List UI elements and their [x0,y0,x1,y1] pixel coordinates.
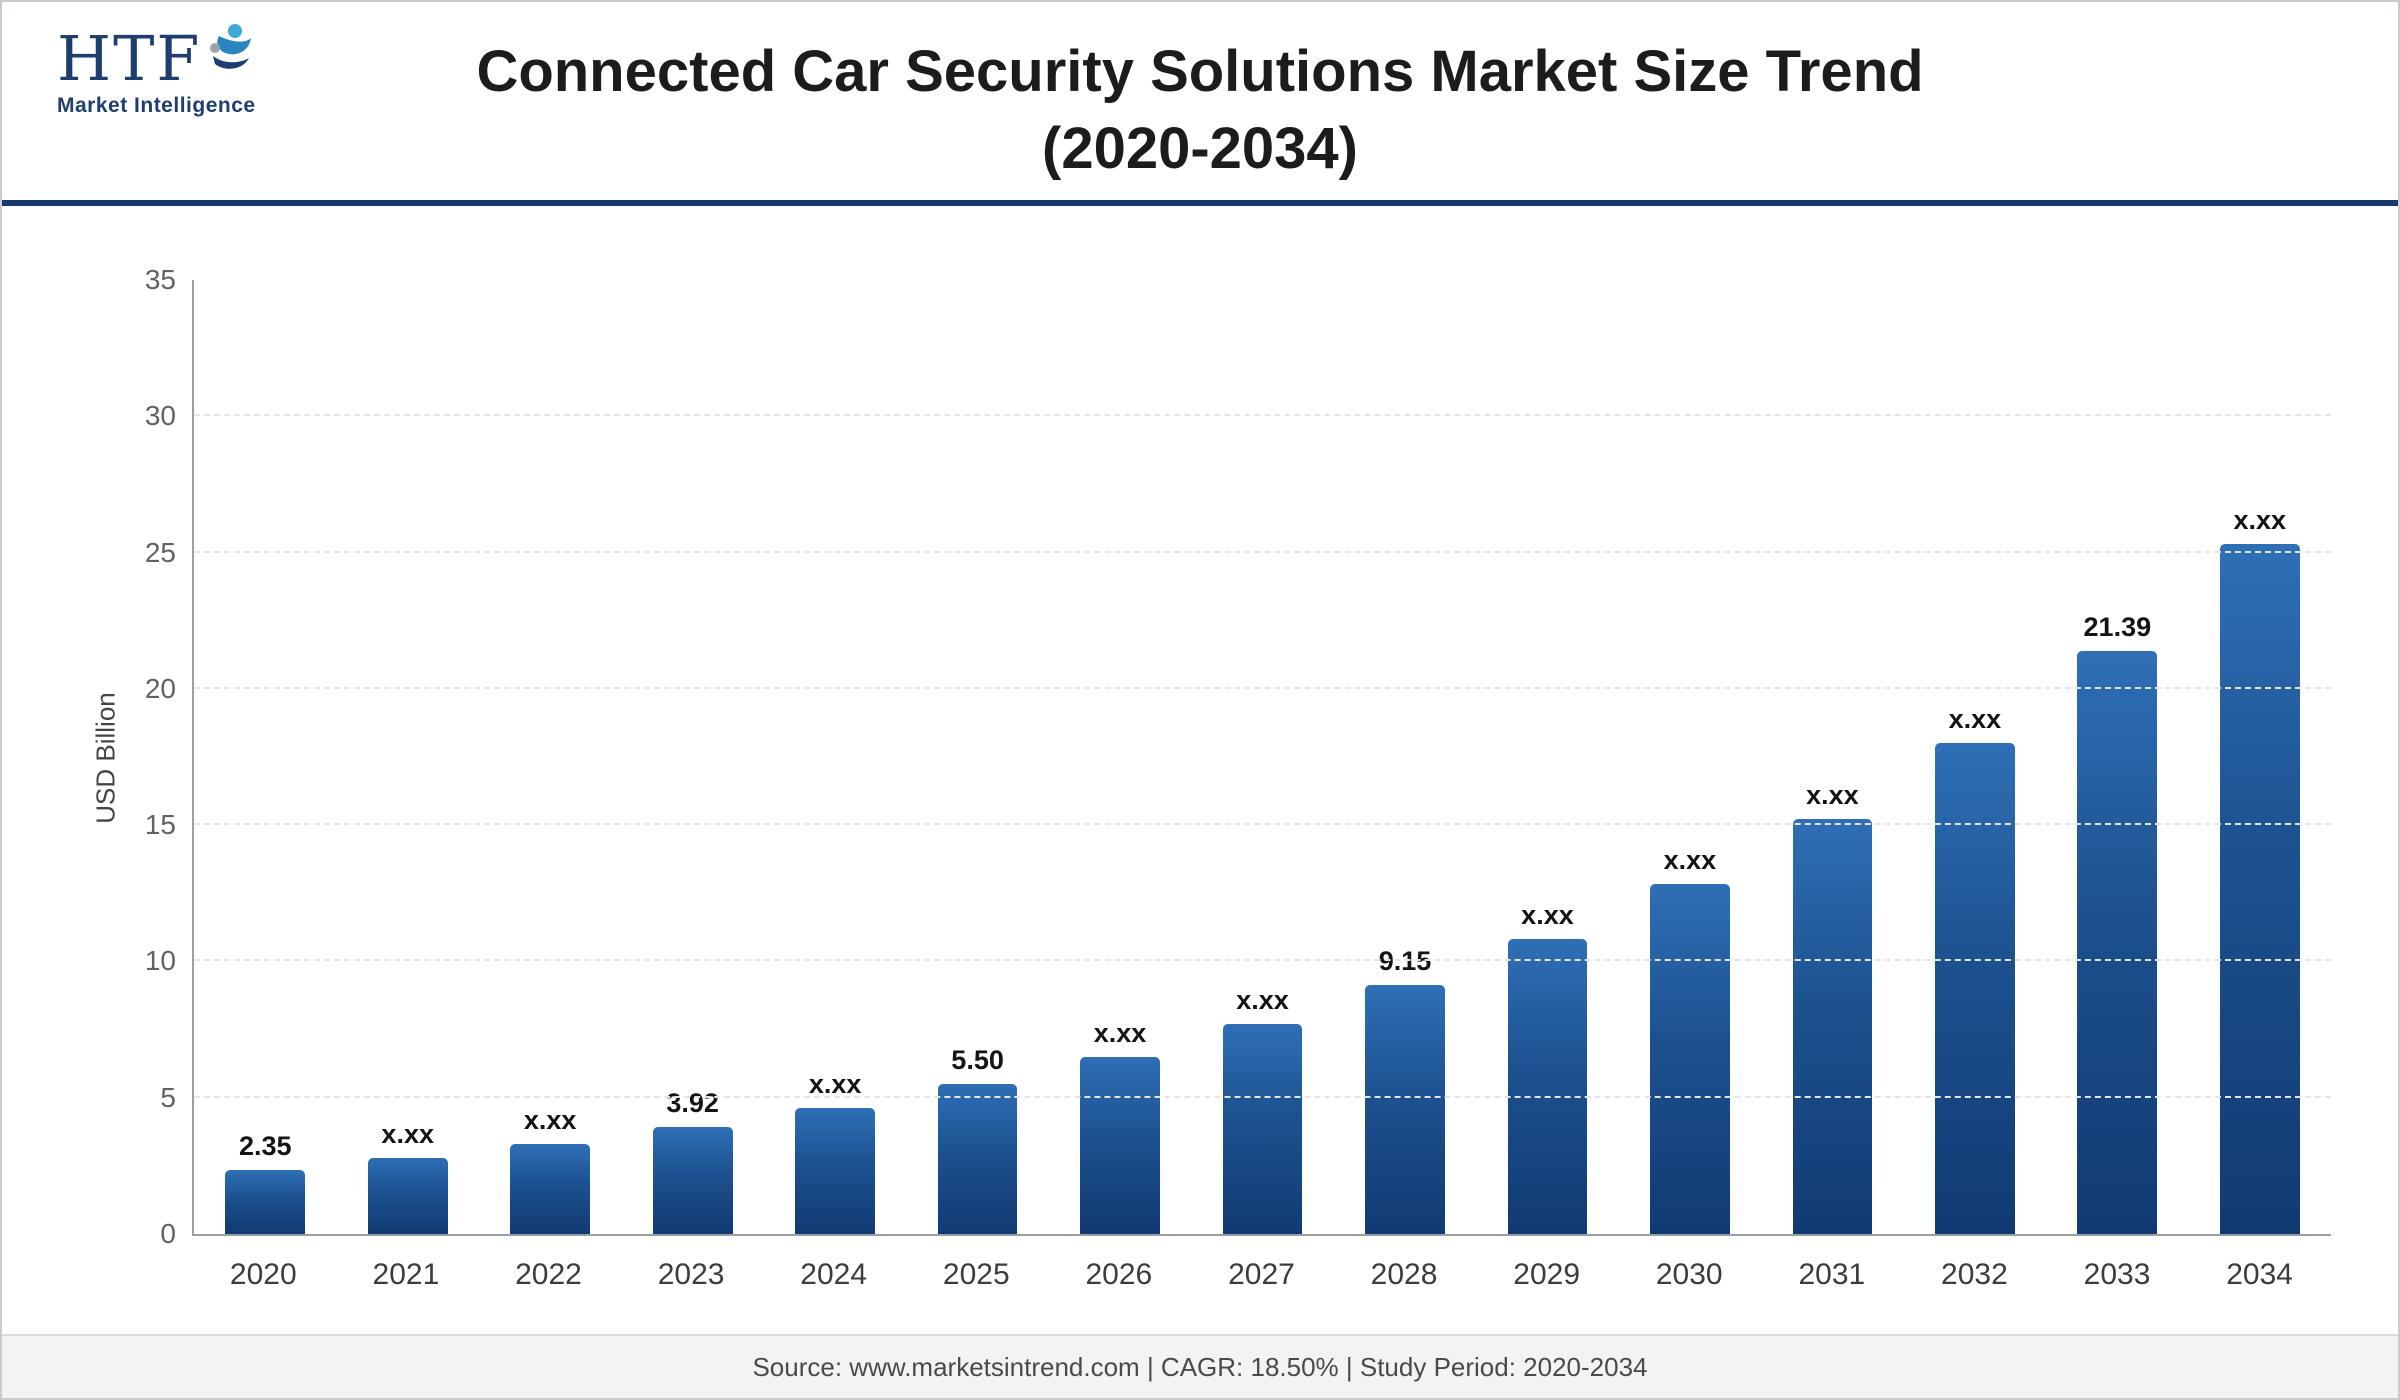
header-divider [2,200,2398,206]
bar-slot: x.xx [1191,280,1333,1234]
x-tick-label: 2020 [229,1258,297,1291]
bar-value-label: x.xx [1093,1017,1147,1048]
bar [367,1158,448,1234]
y-tick-label: 15 [144,809,176,841]
bar-value-label: x.xx [523,1105,577,1136]
gridline [194,959,2331,962]
bar-slot: x.xx [1619,280,1761,1234]
x-tick-label: 2034 [2226,1258,2293,1291]
bar-value-label: x.xx [381,1119,434,1150]
x-tick-label: 2023 [657,1258,725,1291]
bar-value-label: x.xx [808,1068,862,1099]
chart-title: Connected Car Security Solutions Market … [476,39,1924,181]
x-labels: 2020 2021 2022 2023 2024 2025 2026 2027 2028 2029… [192,1258,2331,1292]
bar-slot: 2.35 [194,280,336,1234]
y-tick-label: 5 [160,1081,176,1113]
bar-value-label: x.xx [1806,780,1859,811]
bar [510,1144,591,1234]
x-tick-label: 2033 [2083,1258,2151,1291]
logo-acronym: HTF [57,22,202,95]
bar [1365,984,1445,1234]
bar [2077,650,2158,1234]
bar-value-label: x.xx [1948,703,2002,734]
bar-slot: x.xx [1049,280,1191,1234]
bar [1507,938,1588,1234]
y-tick-label: 0 [160,1218,176,1249]
footer-source-text: Source: www.marketsintrend.com | CAGR: 1… [752,1351,1648,1382]
x-tick-label: 2030 [1655,1258,1723,1291]
gridline [194,550,2331,553]
bar [652,1127,733,1234]
y-tick-label: 30 [144,400,176,432]
chart-region: USD Billion 2.35 x.xx x.xx 3.92 x.xx 5.50 x.xx… [2,206,2398,1334]
logo-subtitle: Market Intelligence [57,94,256,117]
gridline [194,823,2331,826]
logo-swoosh-icon [205,22,257,79]
bar-slot: x.xx [1476,280,1618,1234]
y-axis-label: USD Billion [90,692,121,824]
bar-value-label: 21.39 [2083,611,2152,642]
htf-logo: HTF Market Intelligence [57,22,257,118]
bar-slot: x.xx [764,280,906,1234]
bar-value-label: x.xx [1663,845,1717,876]
bar-value-label: x.xx [2233,505,2287,536]
bar [937,1084,1018,1234]
bar-value-label: 5.50 [951,1045,1004,1076]
bar [1080,1056,1160,1234]
bar-slot: 3.92 [621,280,763,1234]
bar [2219,544,2300,1234]
x-tick-label: 2028 [1370,1258,1438,1291]
x-tick-label: 2031 [1798,1258,1866,1291]
x-tick-label: 2027 [1228,1258,1295,1291]
bar-slot: x.xx [336,280,478,1234]
x-tick-label: 2025 [942,1258,1010,1291]
x-tick-label: 2032 [1941,1258,2008,1291]
y-tick-label: 10 [144,945,176,977]
bar-slot: x.xx [479,280,621,1234]
bar-slot: x.xx [2189,280,2331,1234]
y-tick-label: 35 [144,264,176,295]
logo-top: HTF [57,22,257,95]
bar-value-label: 3.92 [666,1088,719,1119]
bar [1934,742,2015,1234]
x-tick-label: 2022 [515,1258,582,1291]
x-tick-label: 2029 [1513,1258,1581,1291]
bar-slot: x.xx [1904,280,2046,1234]
bar-value-label: 2.35 [238,1130,292,1161]
gridline [194,1095,2331,1098]
bar-slot: x.xx [1761,280,1903,1234]
x-tick-label: 2024 [800,1258,868,1291]
bar-slot: 21.39 [2046,280,2188,1234]
bar [225,1169,306,1234]
bar [1792,819,1873,1234]
x-tick-label: 2021 [372,1258,440,1291]
gridline [194,686,2331,689]
bars: 2.35 x.xx x.xx 3.92 x.xx 5.50 x.xx x.xx 9.15 x.xx… [194,280,2331,1234]
y-tick-label: 20 [144,672,176,704]
bar-value-label: x.xx [1236,984,1289,1015]
gridline [194,414,2331,417]
bar [795,1107,875,1234]
header: HTF Market Intelligence Connected Car Se… [2,2,2398,200]
bar [1222,1023,1303,1234]
y-tick-label: 25 [144,536,176,568]
bar-value-label: x.xx [1521,899,1574,930]
bar-slot: 5.50 [906,280,1048,1234]
bar [1650,884,1730,1234]
x-tick-label: 2026 [1085,1258,1153,1291]
footer: Source: www.marketsintrend.com | CAGR: 1… [2,1334,2398,1398]
bar-slot: 9.15 [1334,280,1476,1234]
plot-area: 2.35 x.xx x.xx 3.92 x.xx 5.50 x.xx x.xx 9.15 x.xx… [145,264,2331,1249]
